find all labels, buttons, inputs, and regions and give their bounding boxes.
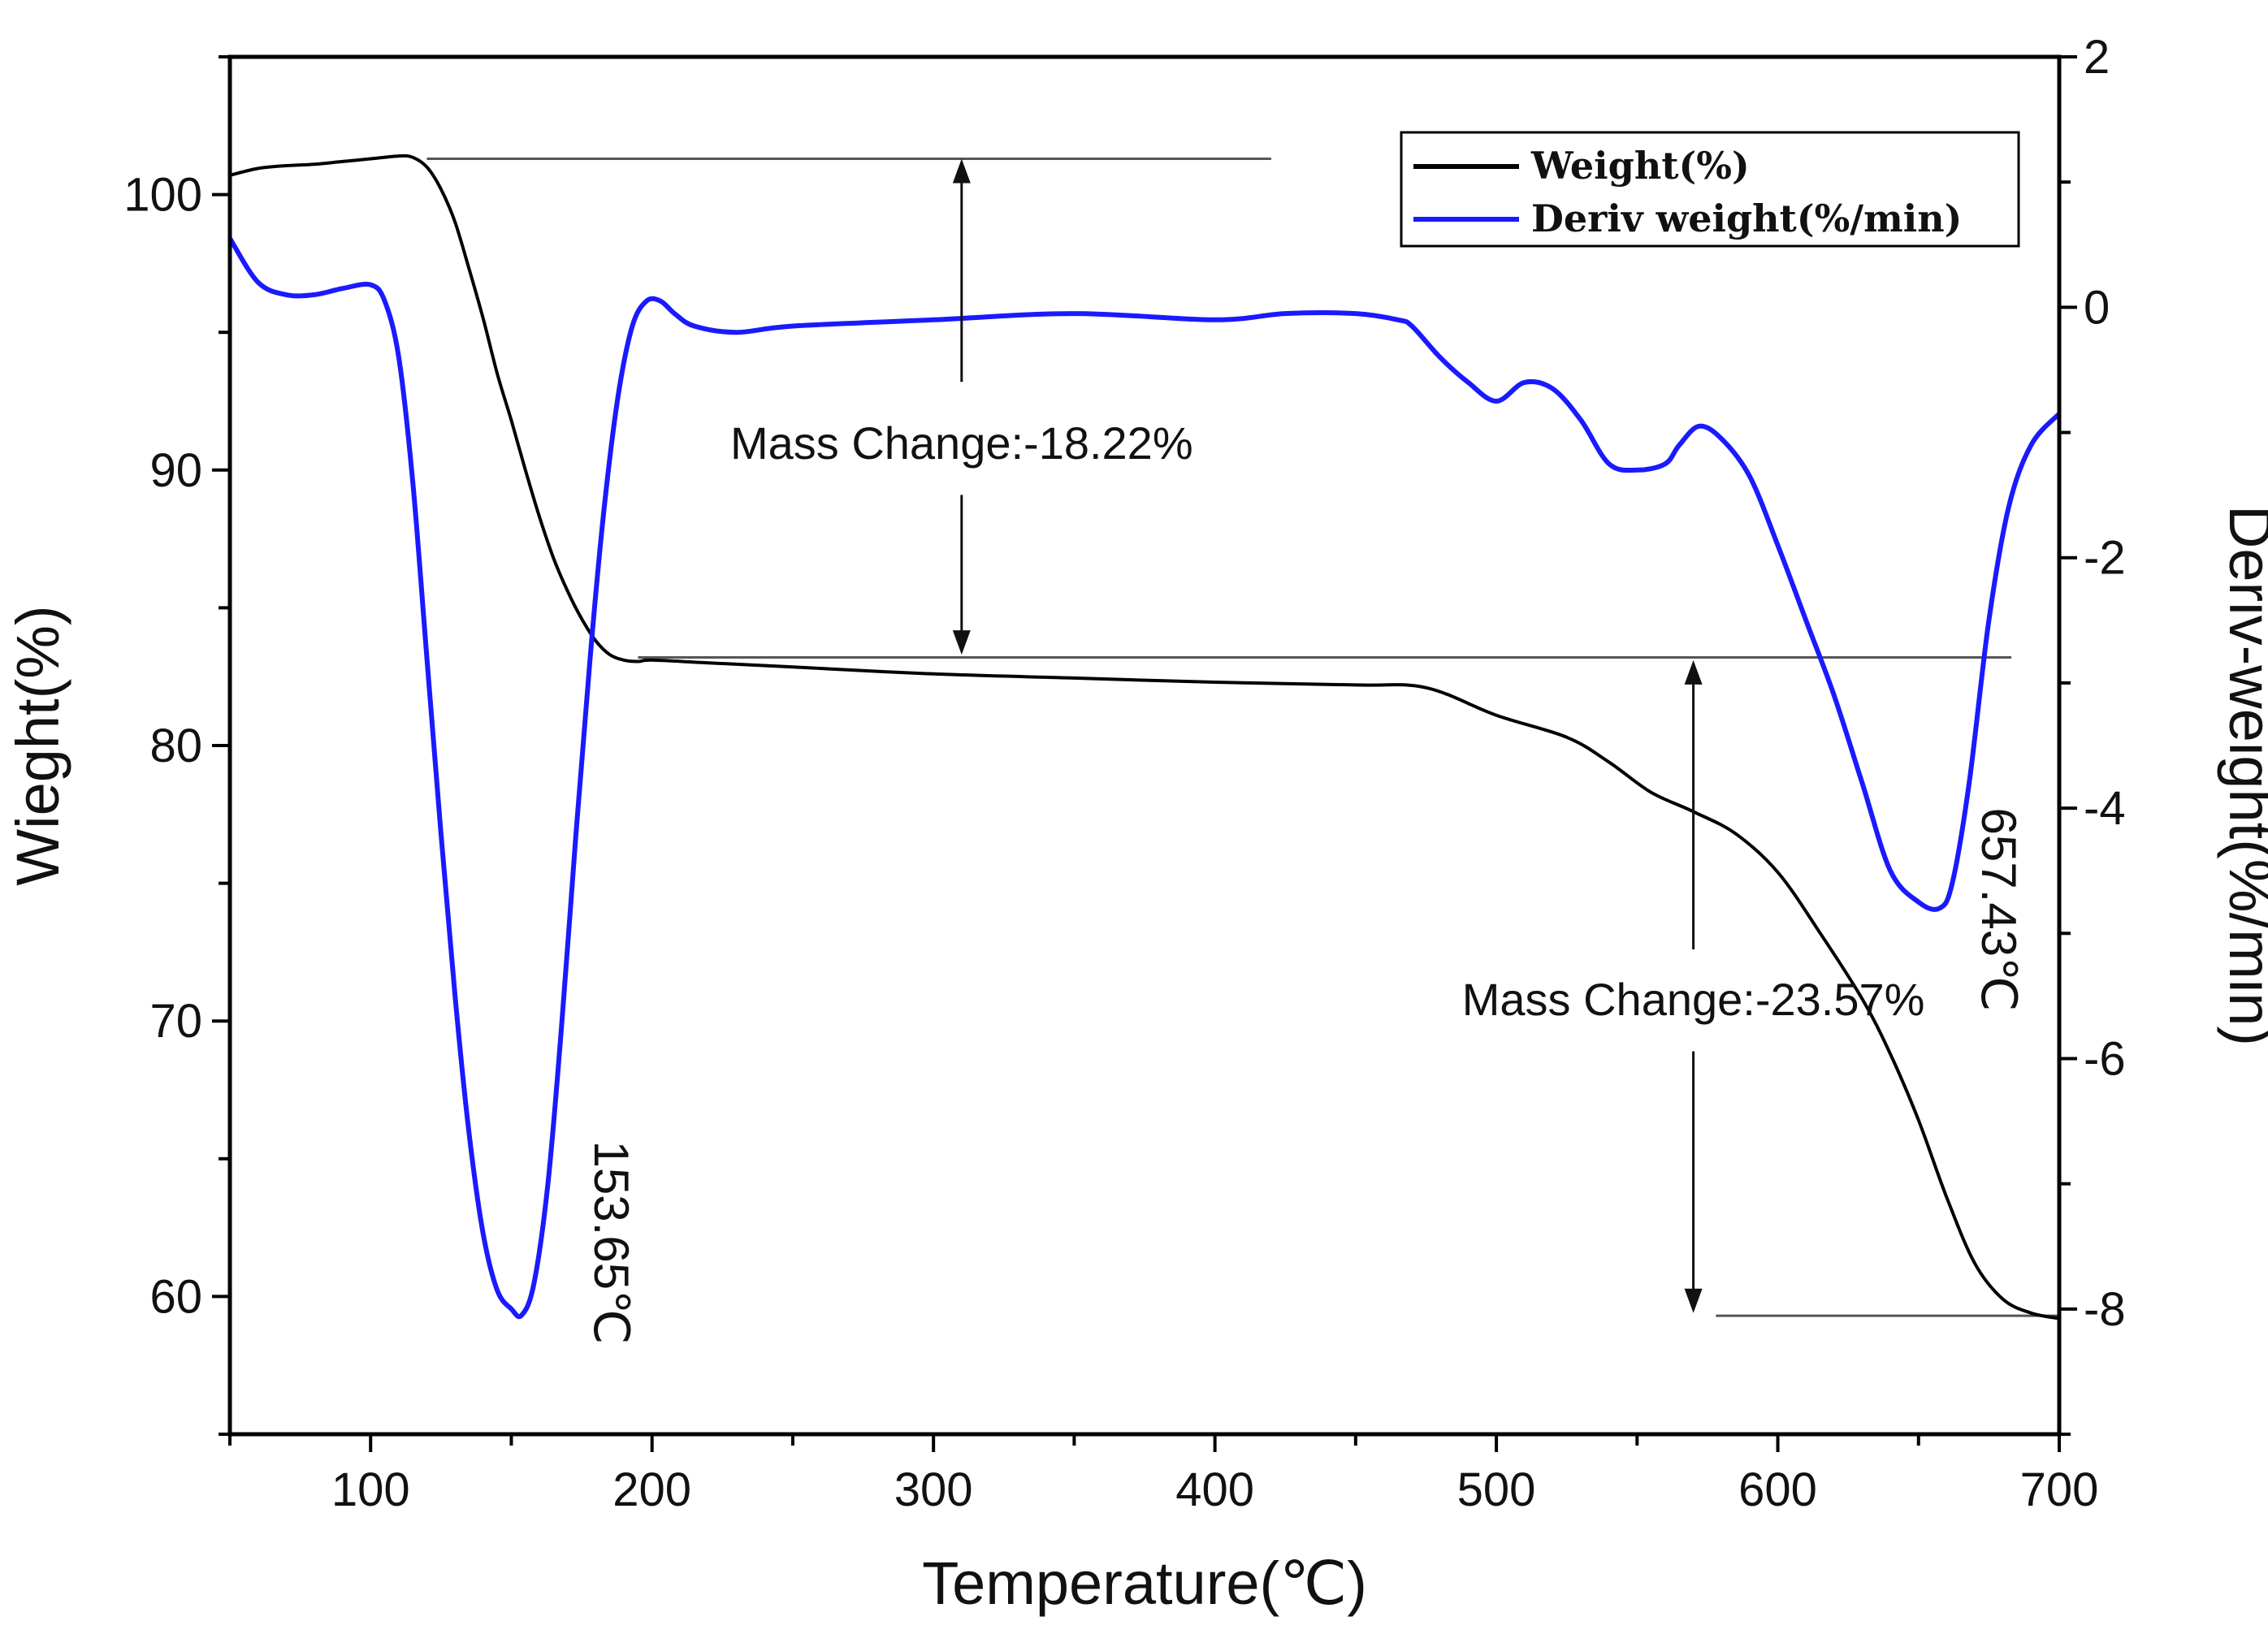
y-tick-label-70: 70 — [149, 995, 202, 1048]
x-tick-label-100: 100 — [331, 1463, 410, 1516]
y2-tick-label-2: 2 — [2084, 31, 2110, 84]
arrow-1-head-up — [952, 158, 971, 184]
y2-tick-label--4: -4 — [2084, 782, 2126, 835]
arrow-2-head-down — [1684, 1288, 1703, 1313]
legend-label-2: Deriv weight(%/min) — [1531, 197, 1962, 240]
y-tick-label-80: 80 — [149, 720, 202, 772]
x-tick-label-300: 300 — [894, 1463, 973, 1516]
y2-tick-label-0: 0 — [2084, 281, 2110, 334]
mass-change-label-2: Mass Change:-23.57% — [1462, 974, 1925, 1025]
x-axis-title: Temperature(℃) — [922, 1550, 1367, 1617]
y-tick-label-60: 60 — [149, 1270, 202, 1323]
peak-label-2: 657.43℃ — [1972, 808, 2026, 1012]
y-tick-label-100: 100 — [123, 169, 202, 222]
y2-tick-label--6: -6 — [2084, 1032, 2126, 1085]
weight-series-line — [230, 153, 2059, 1321]
x-tick-label-400: 400 — [1175, 1463, 1254, 1516]
mass-change-label-1: Mass Change:-18.22% — [730, 417, 1193, 469]
x-tick-label-500: 500 — [1457, 1463, 1536, 1516]
plot-frame — [227, 54, 2062, 1437]
y-axis-title: Wieght(%) — [4, 605, 71, 885]
x-tick-label-200: 200 — [612, 1463, 691, 1516]
y2-tick-label--2: -2 — [2084, 532, 2126, 585]
arrow-1-head-down — [952, 630, 971, 655]
deriv-series-line — [230, 236, 2059, 1320]
peak-label-1: 153.65℃ — [584, 1141, 638, 1345]
y2-tick-label--8: -8 — [2084, 1283, 2126, 1336]
y2-axis-title: Deriv-weight(%/min) — [2217, 505, 2268, 1046]
x-tick-label-700: 700 — [2020, 1463, 2099, 1516]
legend-box — [1400, 131, 2020, 248]
y-tick-label-90: 90 — [149, 444, 202, 497]
x-tick-label-600: 600 — [1738, 1463, 1817, 1516]
legend-label-1: Weight(%) — [1530, 144, 1750, 188]
arrow-2-head-up — [1684, 659, 1703, 685]
